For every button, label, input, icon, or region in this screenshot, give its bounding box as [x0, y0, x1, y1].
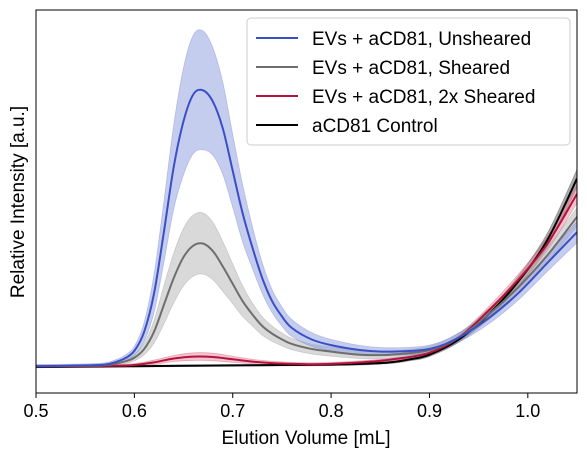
- legend: EVs + aCD81, Unsheared EVs + aCD81, Shear…: [246, 17, 571, 146]
- legend-label-evs-acd81-2x-sheared: EVs + aCD81, 2x Sheared: [312, 87, 535, 108]
- x-tick-label: 0.9: [417, 401, 442, 421]
- plot-frame: [35, 9, 578, 394]
- series-line-acd81-control: [36, 178, 577, 368]
- series-line-evs-acd81-unsheared: [36, 88, 577, 368]
- x-tick-label: 0.5: [23, 401, 48, 421]
- band-evs-acd81-2x-sheared: [36, 183, 577, 368]
- legend-box: [246, 17, 571, 146]
- x-tick-label: 1.0: [515, 401, 540, 421]
- x-axis-ticks: 0.5 0.6 0.7 0.8 0.9 1.0: [23, 393, 540, 421]
- legend-label-evs-acd81-unsheared: EVs + aCD81, Unsheared: [312, 29, 531, 50]
- legend-label-evs-acd81-sheared: EVs + aCD81, Sheared: [312, 58, 510, 79]
- y-axis-label: Relative Intensity [a.u.]: [8, 106, 29, 298]
- x-axis-label: Elution Volume [mL]: [222, 428, 391, 449]
- legend-items: EVs + aCD81, Unsheared EVs + aCD81, Shear…: [256, 29, 535, 137]
- series-lines: [36, 88, 577, 368]
- series-line-evs-acd81-2x-sheared: [36, 193, 577, 368]
- x-tick-label: 0.6: [122, 401, 147, 421]
- x-tick-label: 0.7: [220, 401, 245, 421]
- legend-label-acd81-control: aCD81 Control: [312, 116, 438, 137]
- x-tick-label: 0.8: [319, 401, 344, 421]
- band-evs-acd81-unsheared: [36, 29, 577, 369]
- series-line-evs-acd81-sheared: [36, 216, 577, 368]
- band-evs-acd81-sheared: [36, 206, 577, 368]
